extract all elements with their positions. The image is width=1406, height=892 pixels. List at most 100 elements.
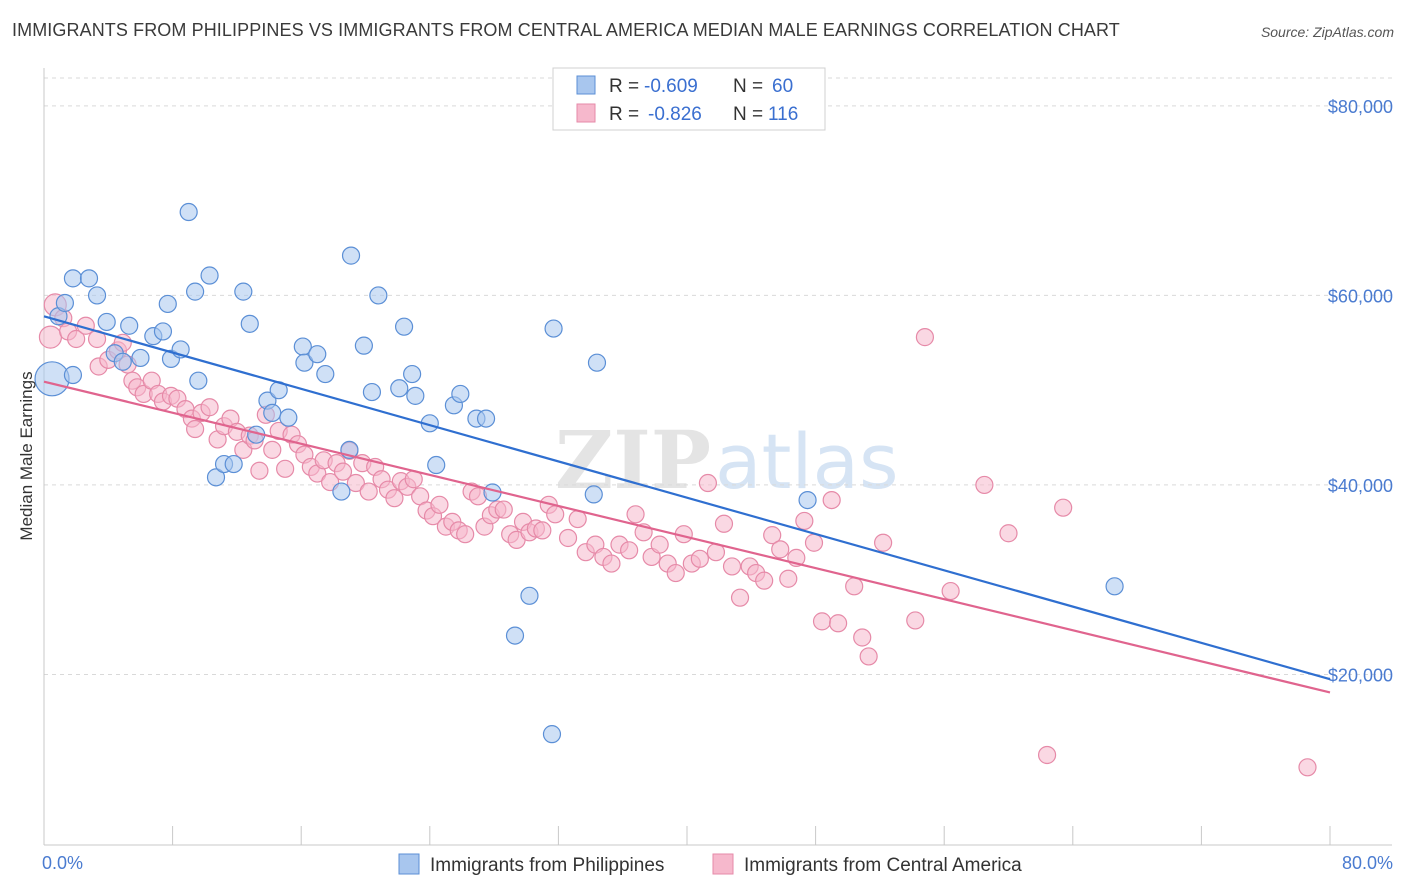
point-philippines — [362, 382, 382, 402]
point-philippines — [153, 322, 173, 341]
point-philippines — [158, 294, 177, 314]
legend-r-label-1: R = — [609, 76, 639, 97]
point-philippines — [308, 345, 327, 364]
series-philippines — [34, 202, 1124, 744]
point-philippines — [206, 468, 226, 487]
point-philippines — [587, 353, 607, 372]
point-philippines — [295, 353, 314, 372]
point-central-america — [690, 549, 709, 568]
legend-r-value-2: -0.826 — [648, 104, 702, 125]
point-central-america — [533, 521, 552, 540]
point-philippines — [240, 314, 259, 333]
point-philippines — [55, 293, 74, 313]
point-central-america — [714, 514, 734, 533]
y-tick-label: $80,000 — [1328, 97, 1393, 117]
chart-title: IMMIGRANTS FROM PHILIPPINES VS IMMIGRANT… — [12, 20, 1120, 40]
y-tick-labels: $20,000 $40,000 $60,000 $80,000 — [1328, 97, 1393, 686]
y-tick-label: $60,000 — [1328, 286, 1393, 306]
point-central-america — [385, 489, 404, 508]
point-philippines — [354, 336, 373, 355]
point-central-america — [67, 329, 86, 349]
legend-n-value-2: 116 — [768, 104, 798, 125]
point-central-america — [722, 557, 742, 576]
point-philippines — [316, 364, 335, 384]
point-central-america — [915, 328, 935, 347]
point-philippines — [451, 384, 470, 404]
legend-swatch-philippines — [576, 75, 596, 95]
point-philippines — [234, 282, 253, 301]
point-philippines — [79, 269, 99, 288]
bottom-legend-swatch-philippines — [398, 853, 420, 875]
point-central-america — [650, 535, 669, 554]
point-central-america — [829, 614, 848, 633]
point-central-america — [822, 490, 841, 510]
point-central-america — [626, 505, 645, 524]
point-central-america — [771, 540, 790, 559]
point-philippines — [179, 202, 198, 222]
point-philippines — [332, 482, 351, 501]
bottom-legend-label-central-america: Immigrants from Central America — [744, 855, 1022, 876]
x-tick-label-min: 0.0% — [42, 853, 83, 873]
point-central-america — [698, 473, 717, 493]
point-central-america — [874, 533, 893, 552]
y-axis-title: Median Male Earnings — [17, 371, 36, 540]
point-central-america — [779, 569, 798, 588]
series-central-america — [38, 293, 1317, 777]
point-philippines — [341, 246, 361, 265]
point-central-america — [941, 581, 960, 601]
point-philippines — [394, 317, 414, 336]
legend-swatch-central-america — [576, 103, 596, 123]
point-central-america — [558, 528, 578, 548]
point-philippines — [542, 725, 562, 744]
trend-lines — [43, 315, 1331, 694]
source-label: Source: ZipAtlas.com — [1260, 24, 1394, 40]
point-central-america — [333, 462, 353, 481]
point-philippines — [476, 409, 496, 428]
legend-n-label-2: N = — [733, 104, 763, 125]
point-philippines — [279, 408, 298, 427]
point-central-america — [494, 500, 513, 519]
point-philippines — [544, 319, 563, 338]
gridlines — [44, 77, 1392, 675]
point-philippines — [200, 266, 219, 285]
point-philippines — [113, 352, 132, 371]
x-tick-label-max: 80.0% — [1342, 853, 1393, 873]
point-philippines — [87, 286, 107, 305]
point-central-america — [859, 647, 878, 666]
legend-n-label-1: N = — [733, 76, 763, 97]
point-philippines — [369, 286, 388, 305]
legend-r-label-2: R = — [609, 104, 639, 125]
point-philippines — [131, 348, 150, 368]
y-tick-label: $20,000 — [1328, 665, 1393, 685]
point-philippines — [186, 282, 205, 301]
point-central-america — [730, 588, 750, 607]
point-philippines — [63, 365, 83, 385]
point-central-america — [975, 475, 994, 495]
point-philippines — [120, 316, 139, 335]
point-central-america — [1298, 758, 1317, 777]
point-central-america — [795, 511, 814, 531]
point-philippines — [189, 371, 208, 390]
trend-line-philippines — [43, 315, 1331, 681]
point-central-america — [546, 505, 565, 524]
watermark-zip: ZIP — [555, 413, 711, 507]
point-central-america — [456, 525, 475, 544]
point-central-america — [853, 628, 872, 647]
point-philippines — [427, 455, 446, 475]
point-philippines — [263, 403, 282, 423]
point-philippines — [390, 379, 409, 398]
point-central-america — [845, 577, 864, 596]
point-central-america — [812, 612, 832, 631]
point-central-america — [38, 325, 63, 349]
point-central-america — [906, 611, 925, 630]
point-philippines — [63, 269, 83, 288]
watermark: ZIP atlas — [555, 413, 899, 507]
point-central-america — [359, 482, 378, 501]
y-tick-label: $40,000 — [1328, 476, 1393, 496]
point-philippines — [406, 386, 425, 405]
point-central-america — [1054, 498, 1073, 517]
point-philippines — [34, 361, 70, 397]
axes — [43, 68, 1392, 846]
point-central-america — [346, 473, 365, 493]
legend: R = -0.609 N = 60 R = -0.826 N = 116 — [552, 67, 826, 131]
